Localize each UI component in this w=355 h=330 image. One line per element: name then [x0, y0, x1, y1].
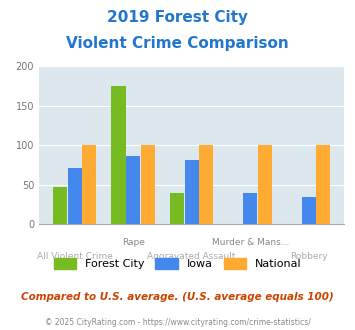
Bar [170, 193, 184, 224]
Bar [82, 145, 96, 224]
Bar [302, 197, 316, 224]
Bar [53, 187, 67, 224]
Text: Robbery: Robbery [290, 252, 328, 261]
Text: Compared to U.S. average. (U.S. average equals 100): Compared to U.S. average. (U.S. average … [21, 292, 334, 302]
Bar [258, 145, 272, 224]
Text: All Violent Crime: All Violent Crime [37, 252, 113, 261]
Bar [126, 156, 140, 224]
Text: 2019 Forest City: 2019 Forest City [107, 10, 248, 25]
Bar [316, 145, 331, 224]
Text: Aggravated Assault: Aggravated Assault [147, 252, 236, 261]
Text: Rape: Rape [122, 238, 144, 247]
Bar [67, 168, 82, 224]
Bar [111, 86, 126, 224]
Text: Violent Crime Comparison: Violent Crime Comparison [66, 36, 289, 51]
Bar [141, 145, 155, 224]
Bar [185, 160, 199, 224]
Bar [199, 145, 213, 224]
Legend: Forest City, Iowa, National: Forest City, Iowa, National [54, 258, 301, 270]
Text: Murder & Mans...: Murder & Mans... [212, 238, 289, 247]
Text: © 2025 CityRating.com - https://www.cityrating.com/crime-statistics/: © 2025 CityRating.com - https://www.city… [45, 318, 310, 327]
Bar [243, 193, 257, 224]
